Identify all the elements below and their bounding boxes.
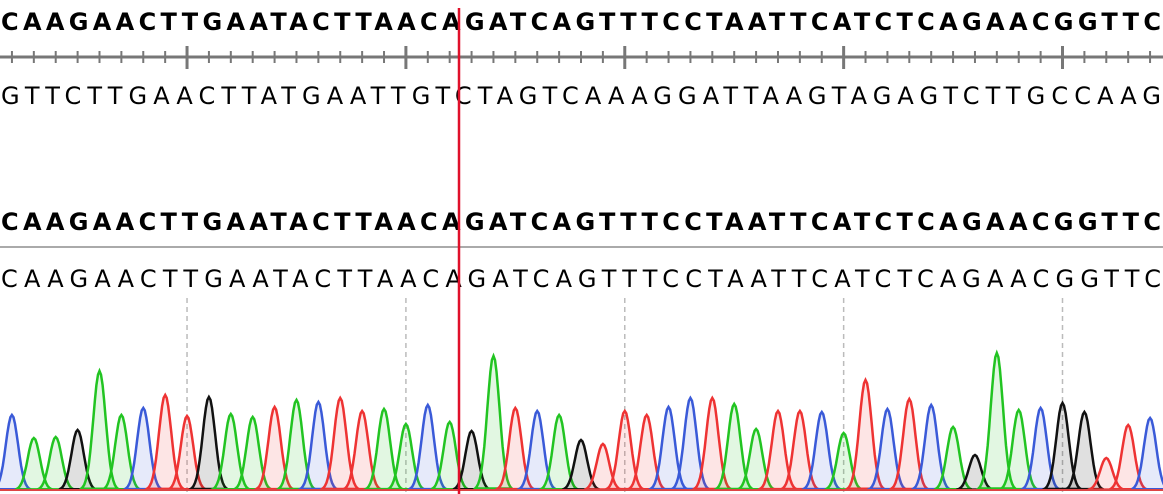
complement-sequence: GTTCTTGAACTTATGAATTGTCTAGTCAAAGGATTAAGTA… bbox=[1, 82, 1161, 110]
peak bbox=[229, 414, 276, 491]
peak bbox=[1039, 400, 1086, 491]
peak bbox=[186, 394, 232, 491]
peak bbox=[646, 404, 692, 491]
peak bbox=[77, 367, 122, 490]
peak bbox=[1131, 415, 1163, 491]
peak bbox=[164, 413, 210, 491]
peak bbox=[120, 405, 166, 491]
chromatogram bbox=[0, 349, 1163, 491]
peak bbox=[737, 426, 776, 491]
peak bbox=[1061, 409, 1108, 491]
peak bbox=[843, 376, 888, 491]
peak bbox=[711, 401, 757, 491]
peak bbox=[535, 412, 583, 491]
peak bbox=[274, 397, 319, 491]
peak bbox=[0, 412, 35, 491]
peak bbox=[360, 406, 407, 491]
ruler bbox=[0, 46, 1163, 69]
peak bbox=[295, 399, 341, 491]
peak bbox=[318, 395, 363, 491]
peak bbox=[623, 412, 670, 491]
peak bbox=[338, 408, 386, 491]
peak bbox=[14, 436, 53, 491]
peak bbox=[887, 396, 932, 491]
peak bbox=[36, 435, 75, 491]
peak bbox=[956, 453, 994, 491]
peak bbox=[1109, 422, 1148, 491]
peak bbox=[492, 405, 538, 491]
peak bbox=[514, 408, 561, 491]
peak bbox=[908, 402, 954, 491]
read-sequence: CAAGAACTTGAATACTTAACAGATCAGTTTCCTAATTCAT… bbox=[1, 265, 1161, 293]
peak bbox=[207, 411, 254, 491]
peak bbox=[386, 421, 425, 491]
peak bbox=[252, 404, 298, 491]
peak bbox=[98, 412, 145, 491]
peak bbox=[864, 406, 911, 491]
peak bbox=[601, 408, 648, 491]
peak bbox=[755, 408, 802, 491]
peak bbox=[562, 438, 600, 491]
peak bbox=[142, 392, 188, 491]
peak bbox=[667, 395, 713, 491]
peak bbox=[995, 407, 1042, 491]
peak bbox=[776, 408, 824, 491]
peak bbox=[472, 352, 515, 490]
peak bbox=[405, 402, 451, 491]
peak bbox=[975, 349, 1019, 490]
consensus-sequence: CAAGAACTTGAATACTTAACAGATCAGTTTCCTAATTCAT… bbox=[1, 208, 1161, 236]
peak bbox=[689, 395, 735, 491]
peak bbox=[1017, 405, 1064, 491]
reference-sequence: CAAGAACTTGAATACTTAACAGATCAGTTTCCTAATTCAT… bbox=[1, 8, 1161, 36]
peak bbox=[798, 409, 845, 491]
guides bbox=[186, 298, 1064, 494]
peak bbox=[934, 425, 973, 491]
